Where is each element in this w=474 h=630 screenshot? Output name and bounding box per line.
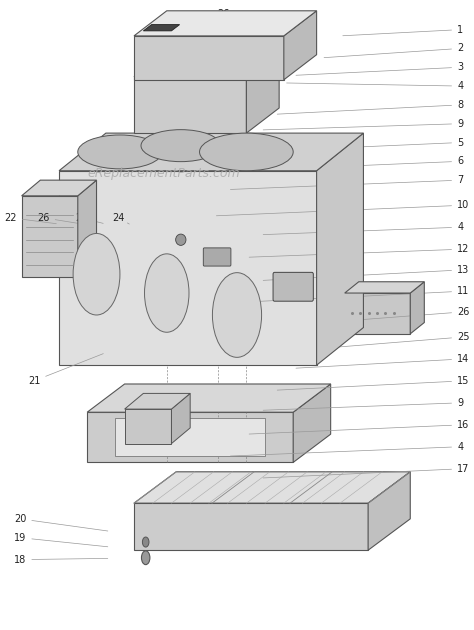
Text: 26: 26	[206, 9, 229, 28]
Text: 14: 14	[296, 354, 469, 368]
Ellipse shape	[176, 234, 186, 245]
Polygon shape	[59, 133, 364, 171]
Polygon shape	[284, 11, 317, 80]
Polygon shape	[345, 282, 424, 293]
Text: 25: 25	[333, 332, 470, 347]
Text: 4: 4	[287, 81, 463, 91]
Text: 10: 10	[216, 200, 469, 216]
Polygon shape	[246, 52, 279, 133]
Polygon shape	[87, 412, 293, 462]
Polygon shape	[134, 52, 279, 77]
Bar	[115, 418, 265, 456]
Text: 26: 26	[37, 213, 80, 224]
Polygon shape	[134, 11, 317, 36]
Text: 1: 1	[343, 25, 463, 36]
Text: 20: 20	[14, 514, 108, 531]
Text: 23: 23	[75, 213, 103, 224]
Text: 5: 5	[249, 137, 463, 152]
Polygon shape	[368, 472, 410, 550]
Text: 22: 22	[4, 213, 56, 224]
Polygon shape	[143, 25, 180, 31]
Text: 9: 9	[263, 118, 463, 130]
Text: 11: 11	[240, 286, 469, 302]
Text: 6: 6	[240, 156, 463, 171]
Polygon shape	[317, 133, 364, 365]
Text: eReplacementParts.com: eReplacementParts.com	[87, 167, 240, 180]
Text: 26: 26	[343, 307, 469, 321]
Text: 19: 19	[14, 532, 108, 547]
Text: 4: 4	[230, 442, 463, 456]
Text: 15: 15	[277, 376, 469, 390]
Polygon shape	[125, 409, 172, 444]
Polygon shape	[87, 384, 331, 412]
Ellipse shape	[145, 254, 189, 332]
Ellipse shape	[212, 273, 262, 357]
Text: 24: 24	[112, 213, 129, 224]
Text: 7: 7	[230, 175, 463, 190]
Polygon shape	[22, 180, 97, 196]
Polygon shape	[134, 77, 246, 133]
Ellipse shape	[200, 133, 293, 171]
Text: 2: 2	[324, 43, 463, 58]
Text: 4: 4	[263, 222, 463, 234]
Polygon shape	[22, 196, 78, 277]
Polygon shape	[134, 472, 410, 503]
Text: 12: 12	[249, 244, 469, 257]
Text: 9: 9	[263, 398, 463, 410]
Polygon shape	[125, 393, 190, 409]
Polygon shape	[59, 171, 317, 365]
Text: 17: 17	[263, 464, 469, 478]
Ellipse shape	[73, 234, 120, 315]
Text: 3: 3	[296, 62, 463, 75]
Polygon shape	[293, 384, 331, 462]
Polygon shape	[134, 503, 368, 550]
Polygon shape	[172, 393, 190, 444]
Ellipse shape	[141, 130, 220, 162]
Text: 18: 18	[14, 554, 108, 564]
Polygon shape	[410, 282, 424, 334]
Polygon shape	[78, 180, 97, 277]
Polygon shape	[134, 36, 284, 80]
Text: 13: 13	[263, 265, 469, 280]
Text: 21: 21	[28, 353, 103, 386]
Polygon shape	[345, 293, 410, 334]
Text: 8: 8	[277, 100, 463, 114]
Ellipse shape	[142, 537, 149, 547]
FancyBboxPatch shape	[273, 272, 313, 301]
FancyBboxPatch shape	[203, 248, 231, 266]
Text: 16: 16	[249, 420, 469, 434]
Ellipse shape	[78, 135, 162, 169]
Ellipse shape	[141, 551, 150, 564]
